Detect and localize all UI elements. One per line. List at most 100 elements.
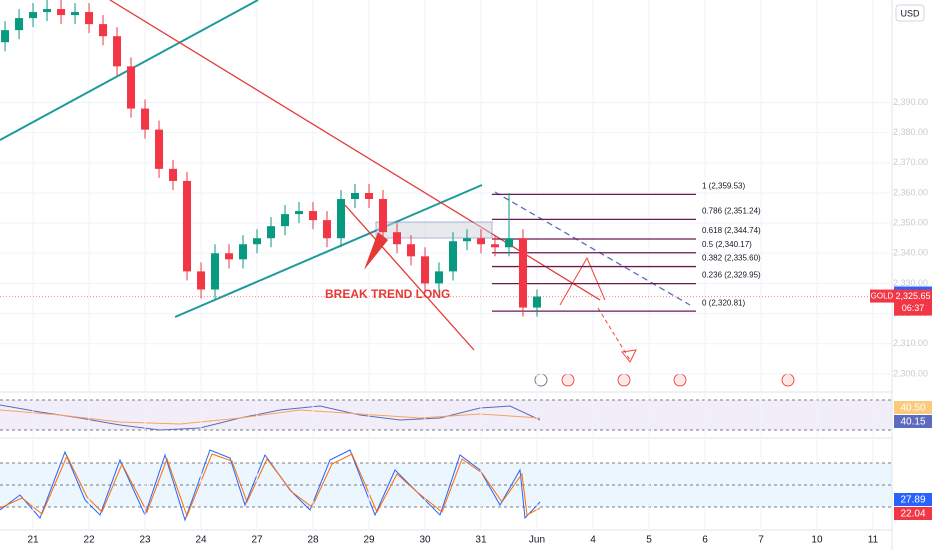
candle-body bbox=[435, 271, 444, 284]
rsi-line bbox=[0, 404, 541, 431]
y-tick-label: 2,300.00 bbox=[893, 368, 928, 378]
fib-label: 0.786 (2,351.24) bbox=[702, 207, 761, 216]
fib-label: 0 (2,320.81) bbox=[702, 298, 745, 307]
x-tick-label: 22 bbox=[83, 535, 95, 546]
x-tick-label: 28 bbox=[307, 535, 319, 546]
x-tick-label: Jun bbox=[529, 535, 545, 546]
candle-body bbox=[57, 9, 66, 16]
trend-line bbox=[174, 184, 483, 318]
candle-body bbox=[169, 168, 178, 181]
candle-body bbox=[421, 256, 430, 284]
x-tick-label: 7 bbox=[758, 535, 764, 546]
candle-body bbox=[267, 226, 276, 239]
candle-body bbox=[1, 30, 10, 43]
currency: USD bbox=[900, 8, 920, 18]
candle-body bbox=[85, 12, 94, 25]
candle-body bbox=[183, 180, 192, 272]
x-tick-label: 4 bbox=[590, 535, 596, 546]
y-tick-label: 2,330.00 bbox=[893, 278, 928, 288]
y-tick-label: 2,340.00 bbox=[893, 248, 928, 258]
stoch-label: 27.89 bbox=[900, 495, 925, 506]
candle-body bbox=[490, 244, 499, 248]
candle-body bbox=[141, 108, 150, 130]
fib-label: 0.382 (2,335.60) bbox=[702, 254, 761, 263]
candle-body bbox=[379, 199, 388, 233]
candle-body bbox=[295, 211, 304, 215]
candle-body bbox=[29, 12, 38, 19]
stoch-label: 22.04 bbox=[900, 509, 925, 520]
candle-body bbox=[225, 253, 234, 260]
annotation: BREAK TREND LONG bbox=[325, 287, 450, 301]
candle-body bbox=[155, 129, 164, 169]
trend-line bbox=[494, 191, 691, 306]
rsi-label: 40.50 bbox=[900, 403, 925, 414]
candle-body bbox=[253, 238, 262, 245]
y-tick-label: 2,370.00 bbox=[893, 157, 928, 167]
x-tick-label: 21 bbox=[27, 535, 39, 546]
x-tick-label: 31 bbox=[475, 535, 487, 546]
candle-body bbox=[281, 214, 290, 227]
arrow-head bbox=[621, 349, 637, 363]
candle-body bbox=[504, 238, 513, 248]
y-tick-label: 2,360.00 bbox=[893, 187, 928, 197]
event-icon[interactable] bbox=[561, 373, 575, 387]
price-label: 2,325.65 bbox=[895, 291, 930, 301]
arrow bbox=[364, 232, 388, 270]
value-box bbox=[894, 493, 932, 506]
x-tick-label: 11 bbox=[868, 535, 879, 546]
fib-label: 0.236 (2,329.95) bbox=[702, 271, 761, 280]
rsi-ma bbox=[0, 409, 541, 425]
trend-line bbox=[109, 0, 601, 301]
projection bbox=[559, 256, 606, 306]
symbol-box bbox=[870, 289, 894, 303]
countdown: 06:37 bbox=[902, 303, 925, 313]
candle-body bbox=[71, 12, 80, 16]
stoch-d bbox=[0, 453, 541, 518]
symbol-label: GOLD bbox=[871, 292, 894, 301]
candle-body bbox=[532, 296, 541, 308]
event-icon[interactable] bbox=[617, 373, 631, 387]
zone bbox=[375, 221, 493, 239]
x-tick-label: 6 bbox=[702, 535, 708, 546]
x-tick-label: 29 bbox=[363, 535, 375, 546]
y-tick-label: 2,390.00 bbox=[893, 97, 928, 107]
y-tick-label: 2,380.00 bbox=[893, 127, 928, 137]
candle-body bbox=[323, 220, 332, 239]
candle-body bbox=[365, 192, 374, 200]
currency-box[interactable] bbox=[895, 4, 925, 22]
candle-body bbox=[448, 241, 457, 272]
candle-body bbox=[239, 244, 248, 260]
x-tick-label: 5 bbox=[646, 535, 652, 546]
value-box bbox=[894, 415, 932, 428]
candle-body bbox=[337, 199, 346, 239]
price-box bbox=[894, 289, 932, 316]
candle-body bbox=[197, 271, 206, 290]
event-icon[interactable] bbox=[781, 373, 795, 387]
candle-body bbox=[15, 18, 24, 31]
y-tick-label: 2,310.00 bbox=[893, 338, 928, 348]
candle-body bbox=[518, 238, 527, 308]
event-icon[interactable] bbox=[673, 373, 687, 387]
value-box bbox=[894, 507, 932, 520]
x-tick-label: 27 bbox=[251, 535, 263, 546]
fib-label: 0.5 (2,340.17) bbox=[702, 240, 752, 249]
x-tick-label: 10 bbox=[811, 535, 823, 546]
trend-line bbox=[344, 204, 475, 351]
x-tick-label: 23 bbox=[139, 535, 151, 546]
candle-body bbox=[476, 238, 485, 245]
candle-body bbox=[309, 211, 318, 221]
fib-label: 1 (2,359.53) bbox=[702, 182, 745, 191]
candle-body bbox=[407, 244, 416, 257]
rsi-band bbox=[0, 400, 892, 430]
candle-body bbox=[462, 238, 471, 242]
candle-body bbox=[99, 24, 108, 37]
rsi-label: 40.15 bbox=[900, 417, 925, 428]
x-tick-label: 30 bbox=[419, 535, 431, 546]
candle-body bbox=[211, 253, 220, 290]
candle-body bbox=[393, 232, 402, 245]
fib-label: 0.618 (2,344.74) bbox=[702, 226, 761, 235]
candle-body bbox=[43, 9, 52, 13]
candle-body bbox=[127, 66, 136, 109]
